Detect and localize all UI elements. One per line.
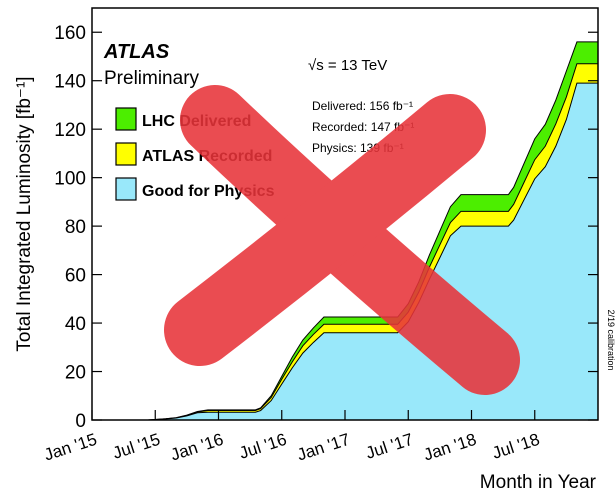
y-tick-label: 160 [54,23,86,44]
side-note: 2/19 calibration [606,309,615,370]
y-tick-label: 60 [65,266,86,287]
experiment: ATLAS [103,41,170,63]
x-tick-label: Jul '17 [363,430,415,463]
x-tick-label: Jan '16 [168,430,226,465]
energy-label: √s = 13 TeV [308,57,387,74]
stat: Delivered: 156 fb⁻¹ [312,99,413,113]
x-tick-label: Jul '15 [110,430,162,463]
legend-swatch [116,108,136,130]
x-tick-label: Jul '16 [237,430,289,463]
x-tick-label: Jan '18 [421,430,479,465]
y-tick-label: 40 [65,314,86,335]
y-tick-label: 20 [65,363,86,384]
y-axis-label: Total Integrated Luminosity [fb⁻¹] [14,76,35,351]
y-tick-label: 80 [65,217,86,238]
x-tick-label: Jul '18 [490,430,542,463]
legend-swatch [116,143,136,165]
x-tick-label: Jan '15 [42,430,100,465]
chart: ATLAS Preliminary √s = 13 TeV Delivered:… [0,0,615,497]
x-tick-label: Jan '17 [295,430,353,465]
legend-swatch [116,178,136,200]
y-tick-label: 100 [54,169,86,190]
x-axis-label: Month in Year [480,472,597,493]
y-tick-label: 120 [54,120,86,141]
status: Preliminary [104,68,200,89]
y-tick-label: 140 [54,72,86,93]
y-tick-label: 0 [75,411,86,432]
